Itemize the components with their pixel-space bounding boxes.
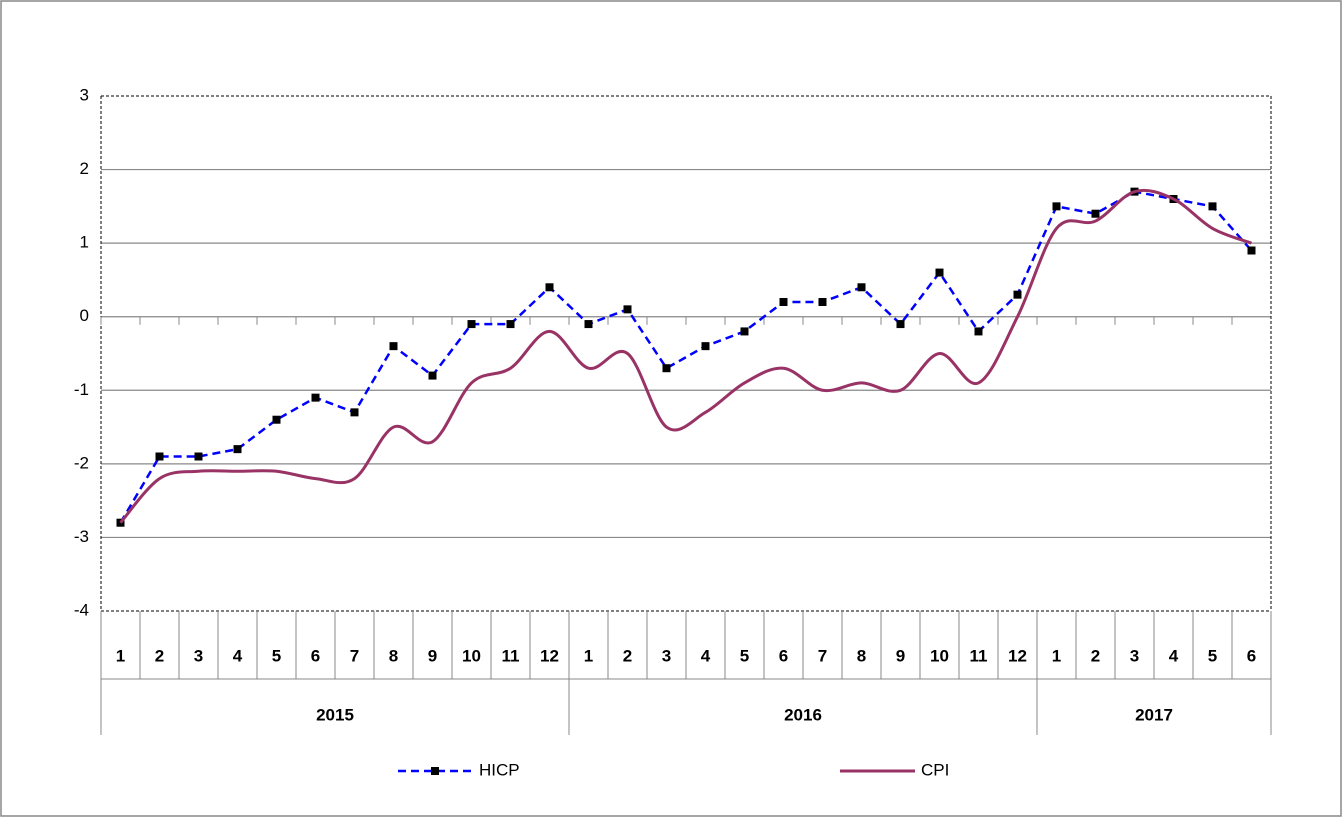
x-tick-label: 4 (1169, 646, 1179, 665)
data-point (350, 408, 359, 417)
data-point (311, 393, 320, 402)
x-tick-label: 1 (116, 646, 125, 665)
x-tick-label: 4 (701, 646, 711, 665)
data-point (740, 327, 749, 336)
group-label: 2017 (1135, 705, 1173, 724)
x-tick-label: 3 (1130, 646, 1139, 665)
data-point (155, 452, 164, 461)
x-tick-label: 10 (462, 646, 481, 665)
x-tick-label: 3 (194, 646, 203, 665)
x-tick-label: 8 (389, 646, 398, 665)
data-point (779, 298, 788, 306)
x-tick-label: 10 (930, 646, 949, 665)
data-point (506, 320, 515, 329)
x-tick-label: 3 (662, 646, 671, 665)
y-tick-label: -2 (74, 453, 89, 472)
x-tick-label: 5 (740, 646, 749, 665)
data-point (935, 268, 944, 277)
data-point (194, 452, 203, 461)
x-tick-label: 12 (1008, 646, 1027, 665)
data-point (1247, 246, 1256, 255)
x-tick-label: 7 (350, 646, 359, 665)
data-point (1052, 202, 1061, 211)
y-tick-label: -4 (74, 600, 89, 619)
x-tick-label: 11 (502, 646, 520, 665)
series-line (119, 190, 1253, 524)
group-label: 2015 (316, 705, 354, 724)
y-tick-label: 0 (80, 306, 89, 325)
legend-label: CPI (921, 760, 949, 779)
data-point (662, 364, 671, 373)
data-point (623, 305, 632, 314)
data-point (389, 342, 398, 351)
x-tick-label: 9 (428, 646, 437, 665)
y-tick-label: 2 (80, 159, 89, 178)
y-tick-label: 1 (80, 233, 89, 252)
x-tick-label: 4 (233, 646, 243, 665)
x-tick-label: 6 (1247, 646, 1256, 665)
series-line (119, 188, 1253, 524)
y-tick-label: -1 (74, 380, 89, 399)
data-point (233, 445, 242, 454)
data-point (974, 327, 983, 336)
x-tick-label: 6 (311, 646, 320, 665)
x-tick-label: 6 (779, 646, 788, 665)
x-tick-label: 8 (857, 646, 866, 665)
data-point (1091, 209, 1100, 218)
x-tick-label: 11 (970, 646, 988, 665)
x-tick-label: 1 (1052, 646, 1061, 665)
x-tick-label: 1 (584, 646, 593, 665)
data-point (272, 415, 281, 424)
x-tick-label: 5 (1208, 646, 1217, 665)
x-tick-label: 9 (896, 646, 905, 665)
x-tick-label: 2 (155, 646, 164, 665)
data-point (584, 320, 593, 329)
x-tick-label: 7 (818, 646, 827, 665)
data-point (818, 298, 827, 306)
data-point (896, 320, 905, 329)
data-point (428, 371, 437, 380)
x-tick-label: 2 (623, 646, 632, 665)
x-tick-label: 12 (540, 646, 559, 665)
x-tick-label: 2 (1091, 646, 1100, 665)
group-label: 2016 (784, 705, 822, 724)
data-point (701, 342, 710, 351)
data-point (857, 283, 866, 292)
data-point (467, 320, 476, 329)
data-point (1013, 290, 1022, 299)
x-tick-label: 5 (272, 646, 281, 665)
data-point (545, 283, 554, 292)
legend-label: HICP (479, 760, 520, 779)
legend-marker (431, 767, 439, 775)
y-tick-label: 3 (80, 85, 89, 104)
y-tick-label: -3 (74, 527, 89, 546)
data-point (1208, 202, 1217, 211)
